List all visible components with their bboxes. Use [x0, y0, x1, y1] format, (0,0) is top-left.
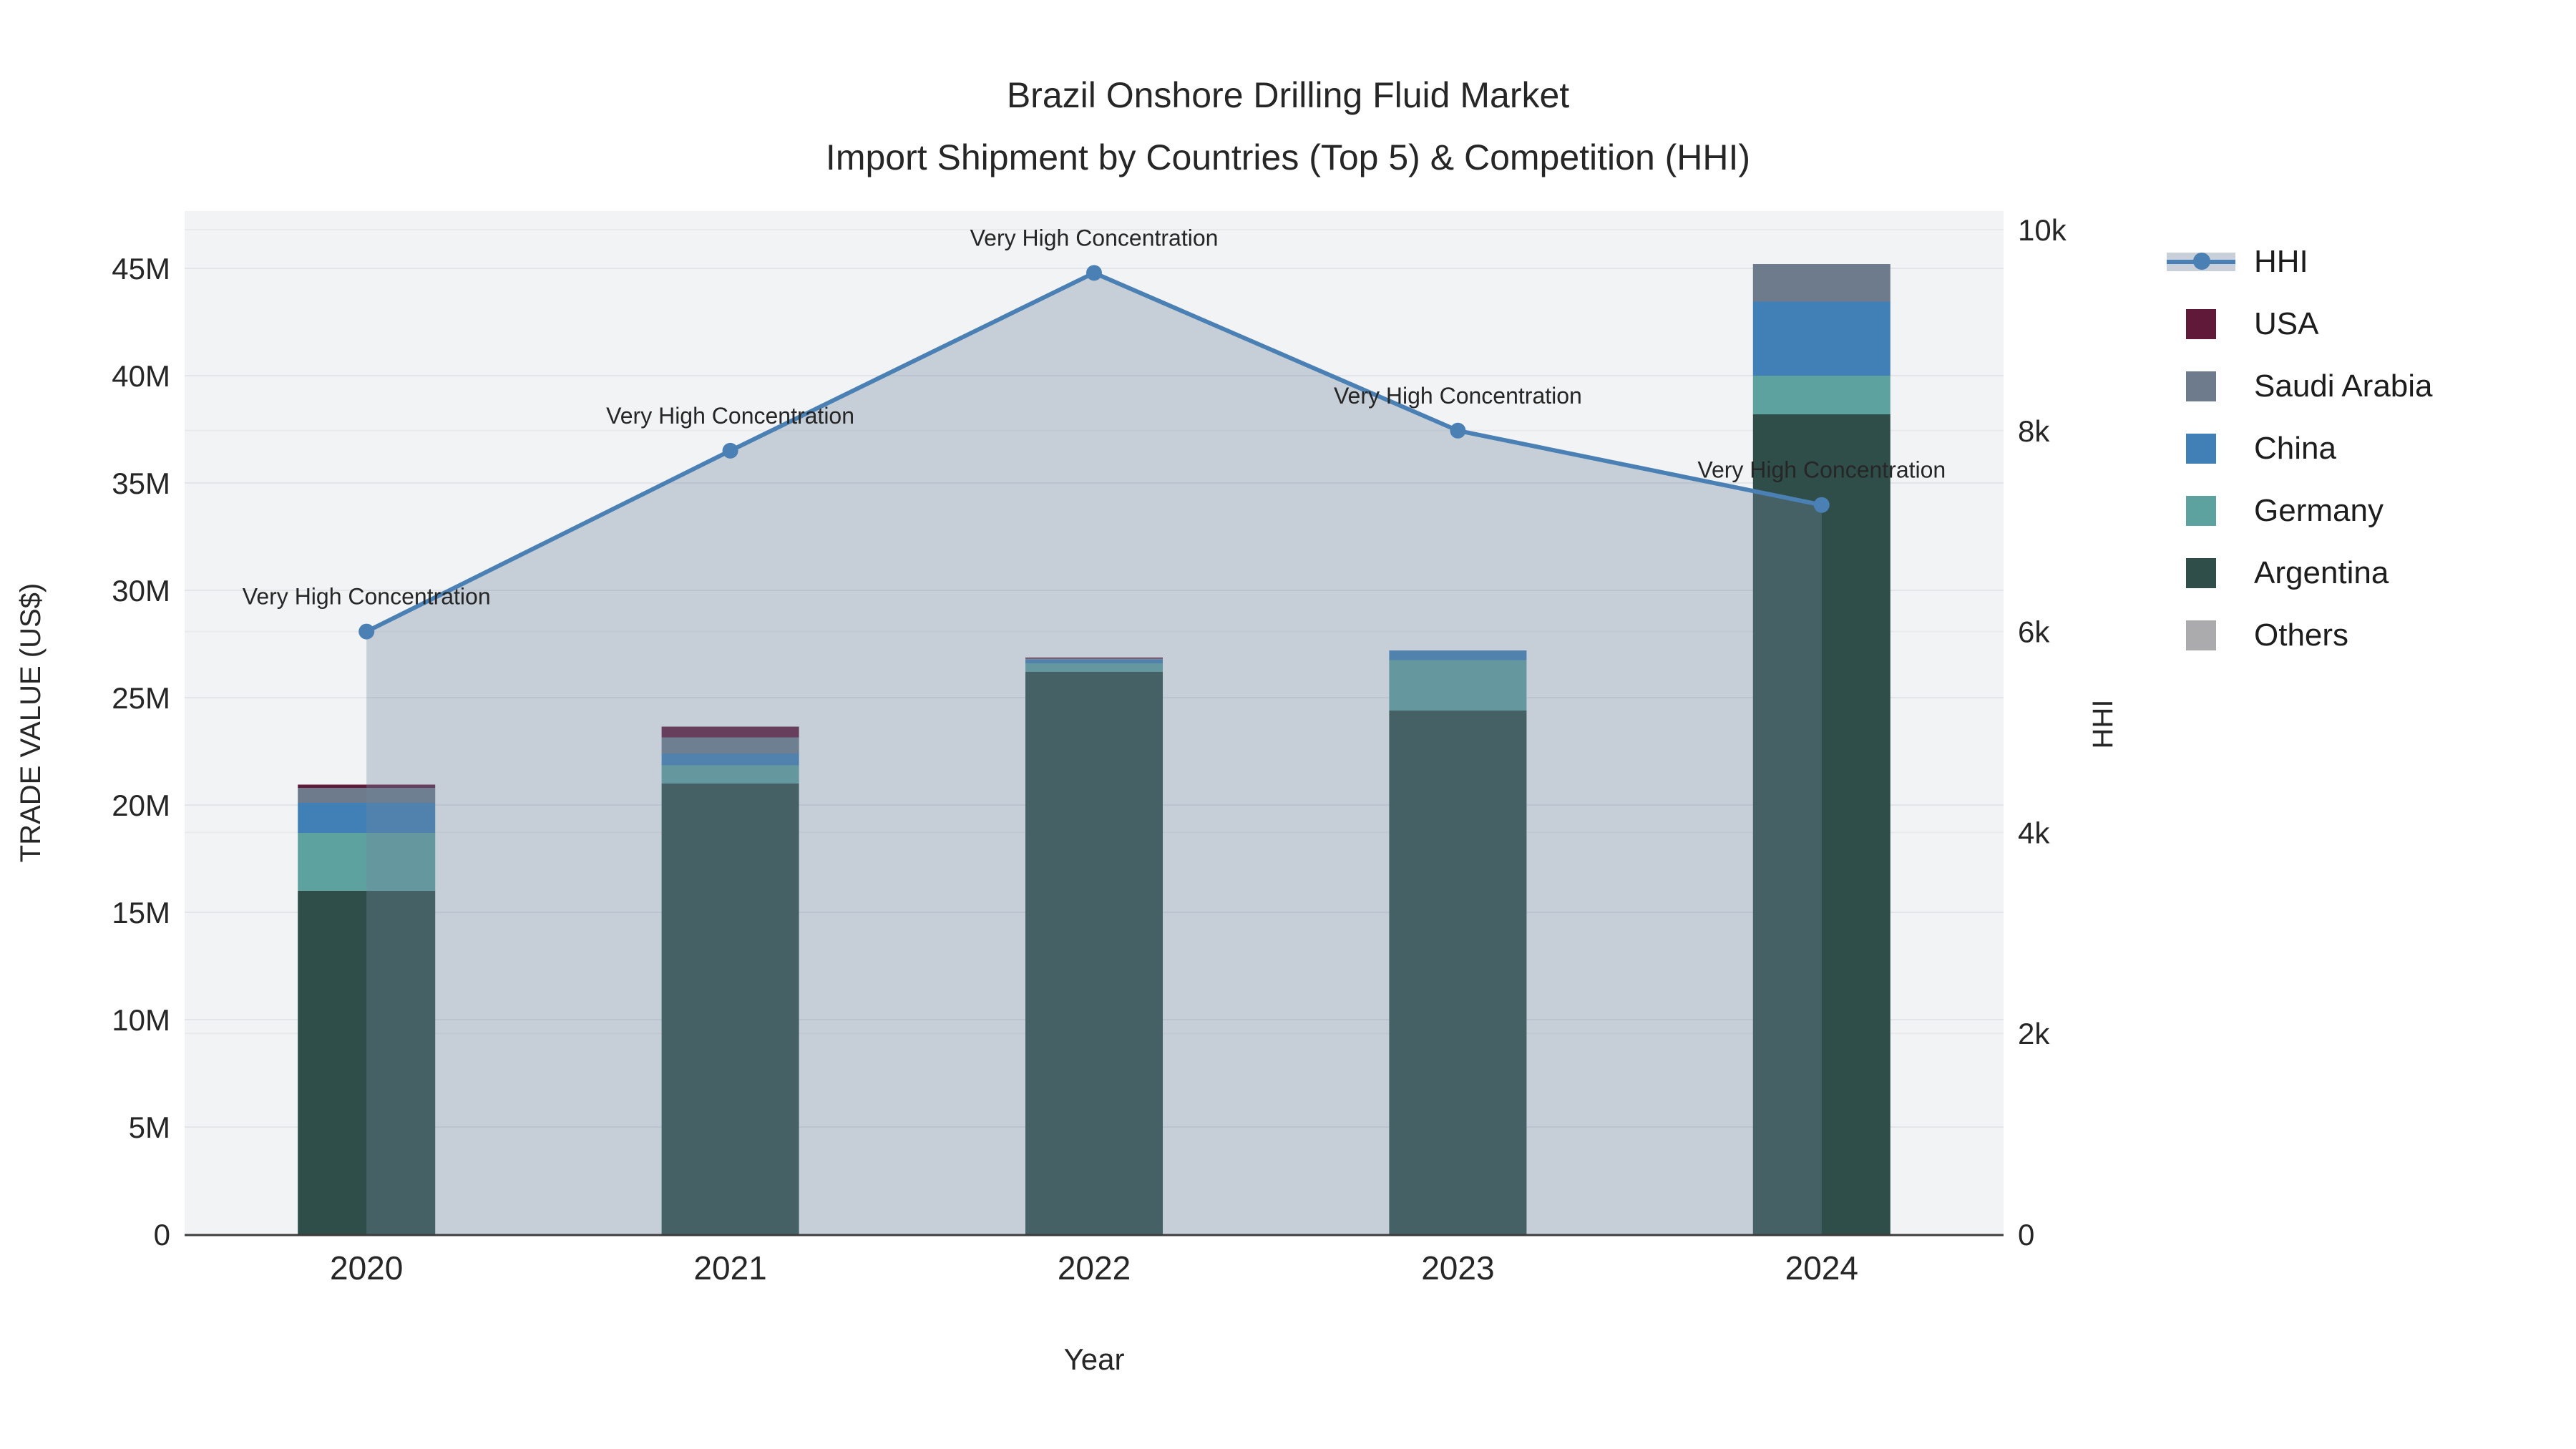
legend: HHI USA Saudi Arabia China Germany Argen…	[2167, 230, 2433, 666]
y-tick-label: 15M	[112, 896, 170, 930]
y-tick-label: 25M	[112, 681, 170, 715]
legend-item-usa[interactable]: USA	[2167, 293, 2433, 355]
y2-tick-label: 0	[2018, 1218, 2034, 1252]
germany-swatch-icon	[2186, 495, 2216, 526]
tick-label-layer: 0 5M 10M 15M 20M 25M 30M 35M 40M 45M 0 2k 4k 6k 8k 10k 2…	[112, 213, 2067, 1287]
others-swatch-icon	[2186, 620, 2216, 650]
legend-item-argentina[interactable]: Argentina	[2167, 542, 2433, 604]
x-tick-label-2024: 2024	[1785, 1249, 1858, 1287]
hhi-marker-2023[interactable]	[1450, 422, 1466, 439]
bar-segment-argentina-2024[interactable]	[1752, 414, 1890, 1234]
legend-item-germany[interactable]: Germany	[2167, 479, 2433, 542]
bar-segment-germany-2021[interactable]	[661, 765, 799, 784]
bar-segment-argentina-2023[interactable]	[1389, 711, 1527, 1234]
bar-segment-china-2021[interactable]	[661, 753, 799, 766]
y-tick-label: 30M	[112, 574, 170, 608]
y2-axis-title: HHI	[2087, 700, 2119, 749]
bars-layer	[298, 264, 1890, 1234]
hhi-fill-band-icon	[2167, 252, 2235, 271]
x-axis-title: Year	[1064, 1342, 1125, 1376]
annotation-2022: Very High Concentration	[970, 225, 1219, 250]
y-tick-label: 20M	[112, 789, 170, 822]
bar-segment-usa-2021[interactable]	[661, 726, 799, 738]
legend-label-hhi: HHI	[2254, 243, 2308, 279]
bar-segment-china-2023[interactable]	[1389, 650, 1527, 660]
annotation-layer: Very High Concentration Very High Concent…	[243, 225, 1946, 609]
y2-tick-label: 4k	[2018, 816, 2050, 849]
bar-segment-saudi-arabia-2021[interactable]	[661, 737, 799, 754]
legend-item-china[interactable]: China	[2167, 417, 2433, 479]
bar-segment-argentina-2020[interactable]	[298, 891, 436, 1234]
bar-segment-germany-2020[interactable]	[298, 833, 436, 891]
china-swatch-icon	[2186, 433, 2216, 464]
y-tick-label: 40M	[112, 359, 170, 393]
legend-label-usa: USA	[2254, 306, 2319, 341]
bar-segment-china-2020[interactable]	[298, 803, 436, 833]
bar-segment-germany-2024[interactable]	[1752, 376, 1890, 414]
bar-segment-usa-2020[interactable]	[298, 784, 436, 789]
argentina-swatch-icon	[2186, 557, 2216, 588]
chart-title: Brazil Onshore Drilling Fluid Market	[1007, 75, 1569, 115]
chart-subtitle: Import Shipment by Countries (Top 5) & C…	[826, 137, 1750, 177]
y2-tick-label: 6k	[2018, 615, 2050, 649]
legend-label-others: Others	[2254, 617, 2349, 653]
bar-segment-saudi-arabia-2024[interactable]	[1752, 264, 1890, 302]
legend-label-saudi-arabia: Saudi Arabia	[2254, 368, 2433, 404]
hhi-marker-2020[interactable]	[358, 623, 375, 640]
annotation-2020: Very High Concentration	[243, 584, 491, 610]
usa-swatch-icon	[2186, 308, 2216, 339]
bar-segment-china-2024[interactable]	[1752, 301, 1890, 376]
bar-segment-saudi-arabia-2022[interactable]	[1025, 658, 1163, 660]
annotation-2021: Very High Concentration	[606, 403, 854, 429]
y-tick-label: 35M	[112, 467, 170, 500]
hhi-area-layer	[366, 273, 1822, 1234]
legend-item-hhi[interactable]: HHI	[2167, 230, 2433, 293]
annotation-2024: Very High Concentration	[1697, 457, 1946, 483]
y2-tick-label: 2k	[2018, 1017, 2050, 1050]
annotation-2023: Very High Concentration	[1334, 383, 1582, 409]
bar-segment-germany-2023[interactable]	[1389, 660, 1527, 711]
hhi-marker-2021[interactable]	[722, 442, 738, 459]
x-tick-label-2020: 2020	[330, 1249, 403, 1287]
x-tick-label-2023: 2023	[1421, 1249, 1494, 1287]
hhi-marker-2022[interactable]	[1086, 265, 1102, 281]
x-tick-label-2021: 2021	[693, 1249, 766, 1287]
hhi-area-fill	[366, 273, 1822, 1234]
legend-item-others[interactable]: Others	[2167, 604, 2433, 666]
hhi-line-layer	[358, 265, 1830, 640]
hhi-legend-symbol	[2167, 252, 2235, 271]
bar-segment-china-2022[interactable]	[1025, 659, 1163, 663]
y-tick-label: 0	[154, 1218, 170, 1252]
hhi-marker-2024[interactable]	[1813, 497, 1830, 513]
y-axis-title: TRADE VALUE (US$)	[15, 583, 47, 862]
hhi-marker-icon	[2193, 252, 2210, 270]
y-tick-label: 10M	[112, 1003, 170, 1037]
y2-tick-label: 8k	[2018, 414, 2050, 448]
bar-segment-germany-2022[interactable]	[1025, 663, 1163, 672]
y2-tick-label: 10k	[2018, 213, 2067, 247]
saudi-arabia-swatch-icon	[2186, 371, 2216, 401]
x-tick-label-2022: 2022	[1058, 1249, 1131, 1287]
bar-segment-argentina-2021[interactable]	[661, 784, 799, 1234]
y-tick-label: 45M	[112, 252, 170, 286]
legend-label-germany: Germany	[2254, 492, 2384, 528]
bar-segment-argentina-2022[interactable]	[1025, 672, 1163, 1234]
y-tick-label: 5M	[129, 1111, 170, 1144]
bar-segment-usa-2022[interactable]	[1025, 657, 1163, 659]
legend-label-argentina: Argentina	[2254, 555, 2389, 590]
legend-label-china: China	[2254, 430, 2336, 466]
legend-item-saudi-arabia[interactable]: Saudi Arabia	[2167, 355, 2433, 417]
bar-segment-saudi-arabia-2020[interactable]	[298, 788, 436, 803]
